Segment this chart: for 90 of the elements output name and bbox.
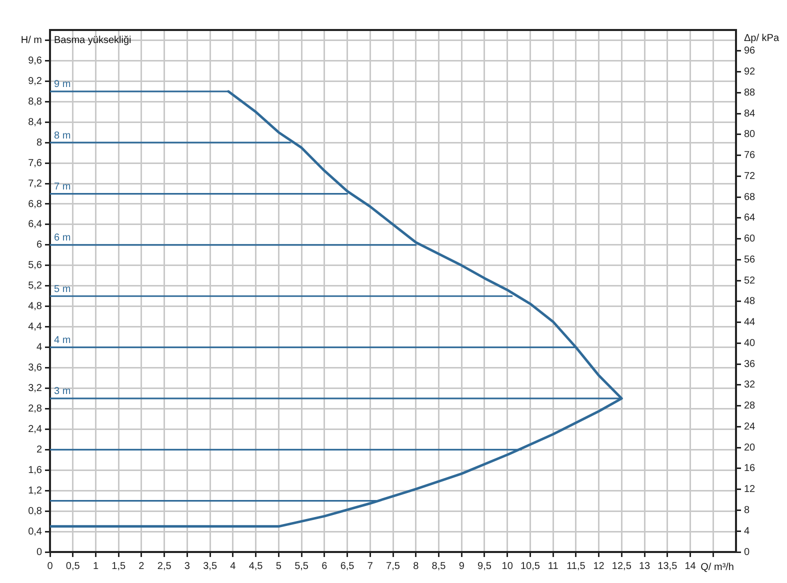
y2-tick-label: 32: [744, 380, 756, 391]
text: Basma yüksekliği: [54, 34, 132, 46]
y-tick-label: 5,2: [28, 280, 42, 292]
y-tick-label: 8,8: [28, 96, 42, 108]
x-tick-label: 4: [230, 560, 236, 572]
x-tick-label: 3: [184, 560, 190, 572]
y2-tick-label: 12: [744, 484, 756, 496]
x-tick-label: 10,5: [520, 560, 540, 572]
y2-tick-label: 28: [744, 400, 756, 412]
y-tick-label: 6,8: [28, 198, 42, 210]
series-label: 6 m: [54, 232, 71, 244]
series-label: 5 m: [54, 284, 71, 295]
x-tick-label: 4,5: [248, 560, 264, 572]
y2-tick-label: 56: [744, 254, 756, 266]
y2-tick-label: 76: [744, 150, 756, 162]
x-axis-title: Q/ m³/h: [700, 562, 734, 573]
x-tick-label: 7: [367, 560, 374, 572]
y2-tick-label: 36: [744, 358, 756, 370]
series-label: 3 m: [54, 386, 71, 398]
x-tick-label: 10: [502, 560, 514, 572]
x-tick-label: 2: [138, 560, 145, 572]
x-tick-label: 5,5: [294, 560, 309, 572]
y-tick-label: 7,2: [28, 178, 42, 190]
y-tick-label: 4,8: [28, 301, 42, 312]
y2-tick-label: 80: [744, 129, 756, 140]
y-tick-label: 0: [36, 546, 42, 558]
x-tick-label: 5: [276, 560, 282, 572]
y-tick-label: 5,6: [28, 260, 42, 272]
y-tick-label: 6,4: [28, 219, 42, 230]
y2-tick-label: 40: [744, 338, 756, 349]
x-tick-label: 9,5: [478, 560, 492, 572]
x-tick-label: 11,5: [566, 560, 586, 572]
x-tick-label: 8: [413, 560, 420, 572]
y2-tick-label: 84: [744, 108, 756, 120]
x-tick-label: 14: [684, 560, 696, 572]
y-tick-label: 1,2: [28, 485, 42, 496]
x-tick-label: 8,5: [432, 560, 446, 572]
y2-tick-label: 48: [744, 296, 756, 308]
x-tick-label: 2,5: [157, 560, 172, 572]
series-label: 4 m: [54, 335, 71, 346]
x-tick-label: 6,5: [340, 560, 355, 572]
y-tick-label: 4,4: [28, 322, 42, 333]
series-label: 9 m: [54, 79, 71, 90]
y2-tick-label: 4: [744, 526, 750, 537]
y2-tick-label: 92: [744, 66, 756, 78]
y-tick-label: 0,8: [28, 506, 42, 517]
y-tick-label: 9,6: [28, 55, 42, 66]
y-tick-label: 8: [36, 137, 42, 148]
x-tick-label: 13: [638, 560, 651, 572]
y2-tick-label: 16: [744, 463, 756, 474]
y-tick-label: 8,4: [28, 116, 42, 128]
x-tick-label: 1,5: [112, 560, 126, 572]
y-tick-label: 2: [36, 444, 42, 456]
x-tick-label: 12,5: [612, 560, 632, 572]
y-tick-label: 9,2: [28, 76, 42, 87]
y2-tick-label: 8: [744, 504, 750, 516]
y2-axis-title: Δp/ kPa: [744, 32, 780, 44]
x-tick-label: 1: [92, 560, 99, 572]
x-tick-label: 12: [593, 560, 605, 572]
x-tick-label: 0,5: [66, 560, 80, 572]
y-tick-label: 0,4: [28, 526, 42, 538]
y-tick-label: 3,2: [28, 382, 42, 394]
y-tick-label: 6: [36, 240, 42, 251]
y2-tick-label: 0: [744, 546, 750, 558]
y2-tick-label: 20: [744, 442, 756, 454]
y-tick-label: 1,6: [28, 464, 42, 476]
y-axis-title: H/ m: [20, 34, 42, 46]
y2-tick-label: 72: [744, 170, 756, 182]
x-tick-label: 3,5: [203, 560, 218, 572]
series-label: 7 m: [54, 182, 71, 193]
y2-tick-label: 44: [744, 317, 756, 328]
y2-tick-label: 52: [744, 275, 756, 286]
x-tick-label: 13,5: [658, 560, 678, 572]
y2-tick-label: 68: [744, 192, 756, 203]
y2-tick-label: 60: [744, 234, 756, 245]
y-tick-label: 4: [36, 342, 42, 354]
y2-tick-label: 64: [744, 212, 756, 224]
x-tick-label: 9: [458, 560, 465, 572]
y-tick-label: 7,6: [28, 158, 42, 169]
y-tick-label: 2,4: [28, 424, 42, 435]
y-tick-label: 3,6: [28, 362, 42, 374]
x-tick-label: 0: [47, 560, 54, 572]
y-tick-label: 2,8: [28, 403, 42, 414]
y2-tick-label: 96: [744, 46, 756, 57]
x-tick-label: 11: [548, 560, 559, 572]
series-label: 8 m: [54, 130, 71, 142]
x-tick-label: 7,5: [386, 560, 400, 572]
x-tick-label: 6: [322, 560, 328, 572]
y2-tick-label: 24: [744, 421, 756, 432]
y2-tick-label: 88: [744, 87, 756, 98]
